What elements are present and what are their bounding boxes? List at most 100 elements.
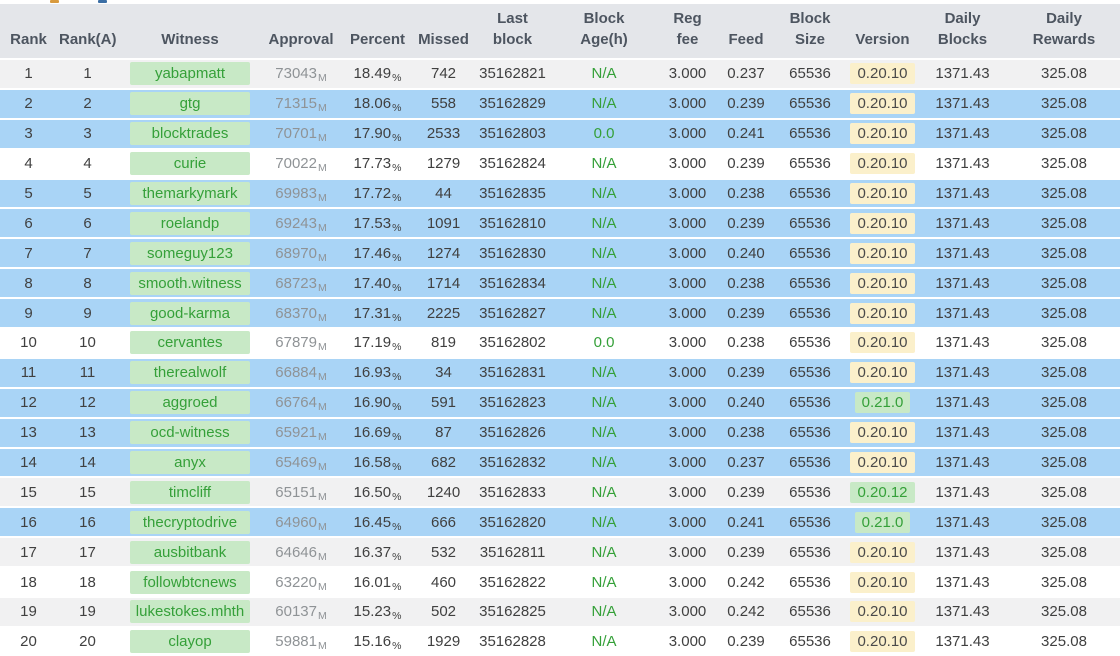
witness-link[interactable]: aggroed: [130, 391, 250, 415]
witness-link[interactable]: cervantes: [130, 331, 250, 355]
witness-link[interactable]: thecryptodrive: [130, 510, 250, 534]
cell-missed: 682: [415, 446, 472, 477]
approval-value: 68370M: [275, 304, 327, 324]
cell-rank: 10: [0, 327, 57, 357]
percent-value: 17.73%: [353, 155, 402, 175]
approval-value: 66764M: [275, 394, 327, 414]
approval-unit: M: [317, 311, 327, 324]
cell-last-block: 35162831: [472, 356, 553, 387]
block-age-value: N/A: [591, 304, 617, 322]
cell-rank-a: 3: [57, 117, 118, 148]
witness-link[interactable]: ausbitbank: [130, 540, 250, 564]
cell-approval: 67879M: [262, 327, 340, 357]
approval-value: 71315M: [275, 95, 327, 115]
approval-value: 73043M: [275, 65, 327, 85]
approval-value: 59881M: [275, 633, 327, 653]
cell-block-size: 65536: [772, 297, 848, 328]
cell-reg-fee: 3.000: [655, 596, 720, 626]
version-badge: 0.20.10: [850, 302, 915, 324]
cell-feed: 0.239: [720, 87, 772, 118]
witness-link[interactable]: followbtcnews: [130, 570, 250, 594]
cell-rank-a: 10: [57, 327, 118, 357]
block-age-value: N/A: [591, 65, 617, 83]
witness-link[interactable]: clayop: [130, 630, 250, 654]
percent-unit: %: [392, 162, 402, 175]
cell-percent: 16.69%: [340, 416, 415, 447]
cell-rank: 7: [0, 237, 57, 268]
cell-witness: lukestokes.mhth: [118, 596, 262, 626]
table-row: 17 17 ausbitbank 64646M 16.37% 532 35162811 N/A…: [0, 536, 1120, 567]
witness-link[interactable]: smooth.witness: [130, 271, 250, 295]
cell-missed: 1274: [415, 237, 472, 268]
witness-link[interactable]: curie: [130, 152, 250, 176]
cell-daily-blocks: 1371.43: [917, 267, 1008, 298]
column-header-daily_blocks: Daily Blocks: [917, 4, 1008, 58]
witness-link[interactable]: good-karma: [130, 301, 250, 325]
approval-value: 64960M: [275, 513, 327, 533]
table-row: 19 19 lukestokes.mhth 60137M 15.23% 502 351628…: [0, 596, 1120, 626]
percent-value: 17.72%: [353, 185, 402, 204]
cell-approval: 65151M: [262, 476, 340, 507]
cell-feed: 0.238: [720, 327, 772, 357]
approval-value: 65921M: [275, 424, 327, 444]
witness-link[interactable]: lukestokes.mhth: [130, 600, 250, 624]
approval-unit: M: [317, 371, 327, 384]
cell-daily-rewards: 325.08: [1008, 237, 1120, 268]
witness-link[interactable]: roelandp: [130, 211, 250, 235]
approval-unit: M: [317, 162, 327, 175]
cell-feed: 0.237: [720, 58, 772, 88]
percent-value: 16.90%: [353, 394, 402, 414]
cell-feed: 0.242: [720, 596, 772, 626]
cell-last-block: 35162810: [472, 207, 553, 238]
cell-daily-rewards: 325.08: [1008, 207, 1120, 238]
cell-reg-fee: 3.000: [655, 476, 720, 507]
witness-link[interactable]: anyx: [130, 451, 250, 475]
cell-version: 0.20.10: [848, 536, 917, 567]
approval-value: 70701M: [275, 125, 327, 145]
cell-daily-blocks: 1371.43: [917, 356, 1008, 387]
cell-witness: cervantes: [118, 327, 262, 357]
percent-unit: %: [392, 610, 402, 623]
cell-reg-fee: 3.000: [655, 566, 720, 597]
witness-link[interactable]: yabapmatt: [130, 62, 250, 86]
cell-witness: timcliff: [118, 476, 262, 507]
cell-daily-rewards: 325.08: [1008, 625, 1120, 656]
cell-approval: 73043M: [262, 58, 340, 88]
witness-link[interactable]: therealwolf: [130, 361, 250, 385]
cell-reg-fee: 3.000: [655, 297, 720, 328]
percent-unit: %: [392, 431, 402, 444]
cell-rank: 14: [0, 446, 57, 477]
cell-daily-blocks: 1371.43: [917, 416, 1008, 447]
cell-block-size: 65536: [772, 596, 848, 626]
cell-daily-rewards: 325.08: [1008, 177, 1120, 208]
cell-missed: 34: [415, 356, 472, 387]
cell-version: 0.20.10: [848, 566, 917, 597]
cell-witness: smooth.witness: [118, 267, 262, 298]
cell-missed: 819: [415, 327, 472, 357]
percent-unit: %: [392, 490, 402, 503]
witness-link[interactable]: timcliff: [130, 480, 250, 504]
cell-last-block: 35162821: [472, 58, 553, 88]
cell-block-age: N/A: [553, 476, 655, 507]
witness-link[interactable]: themarkymark: [130, 182, 250, 205]
cell-last-block: 35162829: [472, 87, 553, 118]
percent-value: 17.53%: [353, 214, 402, 234]
cell-version: 0.20.10: [848, 87, 917, 118]
cell-daily-blocks: 1371.43: [917, 207, 1008, 238]
witness-link[interactable]: gtg: [130, 92, 250, 116]
cell-daily-rewards: 325.08: [1008, 506, 1120, 537]
approval-value: 69983M: [275, 185, 327, 204]
cell-version: 0.20.10: [848, 117, 917, 148]
witness-link[interactable]: ocd-witness: [130, 421, 250, 445]
approval-value: 68970M: [275, 244, 327, 264]
cell-daily-blocks: 1371.43: [917, 596, 1008, 626]
block-age-value: N/A: [591, 424, 617, 442]
cell-daily-blocks: 1371.43: [917, 237, 1008, 268]
percent-unit: %: [392, 461, 402, 474]
witness-link[interactable]: blocktrades: [130, 122, 250, 146]
witness-link[interactable]: someguy123: [130, 241, 250, 265]
approval-value: 69243M: [275, 214, 327, 234]
table-row: 5 5 themarkymark 69983M 17.72% 44 35162835 N/A 3…: [0, 177, 1120, 208]
percent-unit: %: [392, 580, 402, 593]
cell-rank-a: 9: [57, 297, 118, 328]
